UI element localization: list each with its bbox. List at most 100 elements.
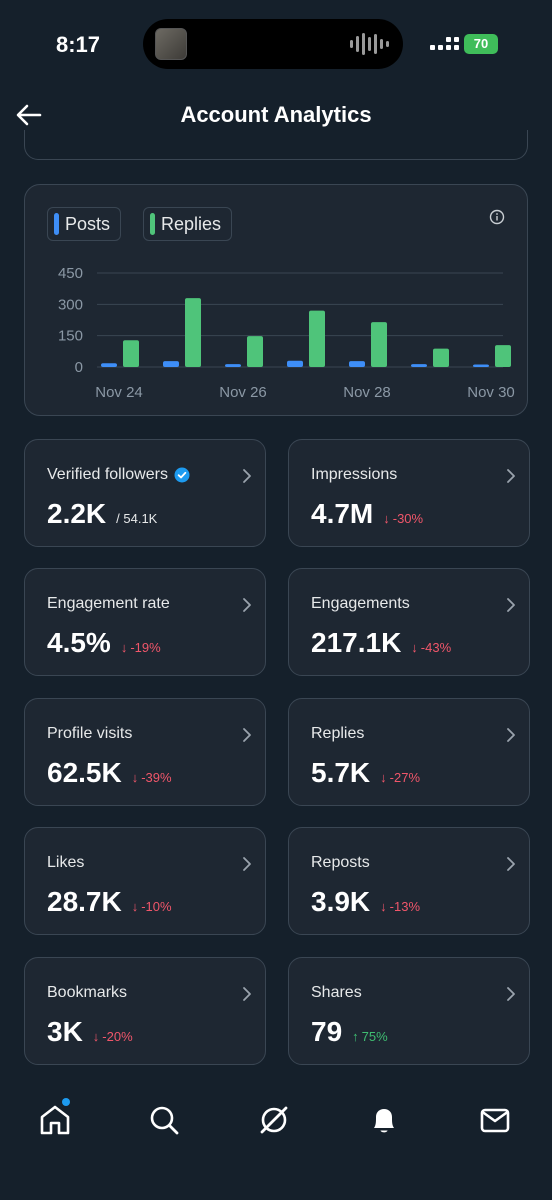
bar-replies-nov-30[interactable] xyxy=(495,345,511,367)
cellular-signal-icon xyxy=(430,37,459,50)
stat-value-row: 4.5% ↓ -19% xyxy=(47,627,161,659)
stat-delta-value: -10% xyxy=(141,899,172,914)
legend-posts[interactable]: Posts xyxy=(47,207,122,241)
info-icon[interactable] xyxy=(489,209,505,225)
stat-card-replies[interactable]: Replies 5.7K ↓ -27% xyxy=(288,698,530,806)
stat-label: Verified followers xyxy=(47,466,190,484)
stat-value: 3K xyxy=(47,1016,83,1047)
bar-posts-nov-30[interactable] xyxy=(473,364,489,367)
y-tick-label: 0 xyxy=(75,359,83,376)
page-title: Account Analytics xyxy=(180,102,372,127)
chart-legend: Posts Replies xyxy=(47,207,233,241)
bar-posts-nov-27[interactable] xyxy=(287,360,303,367)
x-tick-label: Nov 26 xyxy=(219,384,267,401)
stat-value-row: 3.9K ↓ -13% xyxy=(311,886,420,918)
activity-bar-chart: 450 300 150 0 Nov 24 Nov 26 Nov 28 Nov 30 xyxy=(58,265,515,401)
bar-replies-nov-26[interactable] xyxy=(247,336,263,367)
bar-replies-nov-24[interactable] xyxy=(123,340,139,367)
stat-card-impressions[interactable]: Impressions 4.7M ↓ -30% xyxy=(288,439,530,547)
stat-delta: ↓ -10% xyxy=(132,899,172,914)
bar-replies-nov-29[interactable] xyxy=(433,348,449,367)
stat-label-text: Likes xyxy=(47,854,85,871)
bar-posts-nov-29[interactable] xyxy=(411,364,427,367)
verified-badge-icon xyxy=(174,467,190,483)
stat-card-bookmarks[interactable]: Bookmarks 3K ↓ -20% xyxy=(24,957,266,1065)
stat-value: 3.9K xyxy=(311,886,371,917)
stat-card-shares[interactable]: Shares 79 ↑ 75% xyxy=(288,957,530,1065)
dynamic-island[interactable] xyxy=(143,19,403,69)
legend-replies-label: Replies xyxy=(161,213,222,234)
bar-replies-nov-27[interactable] xyxy=(309,310,325,367)
bar-posts-nov-25[interactable] xyxy=(163,361,179,367)
arrow-up-icon: ↑ xyxy=(352,1029,359,1044)
stat-card-verified-followers[interactable]: Verified followers 2.2K / 54.1K xyxy=(24,439,266,547)
stat-delta-value: -30% xyxy=(392,511,424,526)
stat-value: 79 xyxy=(311,1016,343,1047)
stat-card-likes[interactable]: Likes 28.7K ↓ -10% xyxy=(24,827,266,935)
stat-delta: ↓ -39% xyxy=(132,770,172,785)
stat-card-reposts[interactable]: Reposts 3.9K ↓ -13% xyxy=(288,827,530,935)
legend-replies[interactable]: Replies xyxy=(143,207,233,241)
stat-value: 4.7M xyxy=(311,498,374,529)
stat-label-text: Replies xyxy=(311,725,365,742)
search-icon[interactable] xyxy=(144,1100,184,1140)
legend-posts-swatch xyxy=(54,213,59,235)
bar-replies-nov-28[interactable] xyxy=(371,322,387,367)
stat-delta-value: -20% xyxy=(102,1029,133,1044)
legend-replies-swatch xyxy=(150,213,156,235)
stat-value: 2.2K xyxy=(47,498,107,529)
stat-card-engagements[interactable]: Engagements 217.1K ↓ -43% xyxy=(288,568,530,676)
battery-level: 70 xyxy=(473,36,489,51)
status-time: 8:17 xyxy=(56,32,101,57)
grok-icon[interactable] xyxy=(254,1100,294,1140)
header: Account Analytics xyxy=(0,90,552,148)
home-icon[interactable] xyxy=(35,1100,75,1140)
stat-delta: ↓ -43% xyxy=(411,640,451,655)
notifications-icon[interactable] xyxy=(364,1100,404,1140)
back-arrow-icon[interactable] xyxy=(14,100,44,130)
previous-card-edge xyxy=(24,130,528,160)
bar-replies-nov-25[interactable] xyxy=(185,298,201,367)
stat-delta: ↓ -30% xyxy=(383,511,423,526)
arrow-down-icon: ↓ xyxy=(411,640,418,655)
stat-value: 62.5K xyxy=(47,757,122,788)
stat-delta: ↓ -20% xyxy=(93,1029,133,1044)
audio-wave-icon xyxy=(350,32,389,56)
x-tick-label: Nov 28 xyxy=(343,384,391,401)
home-unread-dot-icon xyxy=(62,1098,70,1106)
stat-label-text: Bookmarks xyxy=(47,984,128,1001)
y-tick-label: 450 xyxy=(58,265,83,282)
now-playing-thumbnail xyxy=(155,28,187,60)
stat-card-engagement-rate[interactable]: Engagement rate 4.5% ↓ -19% xyxy=(24,568,266,676)
stat-label-text: Reposts xyxy=(311,854,370,871)
bar-posts-nov-28[interactable] xyxy=(349,361,365,367)
bar-posts-nov-26[interactable] xyxy=(225,364,241,367)
stat-delta-value: -19% xyxy=(130,640,161,655)
stat-label-text: Verified followers xyxy=(47,466,168,483)
bottom-tab-bar xyxy=(0,1080,552,1200)
arrow-down-icon: ↓ xyxy=(92,1029,100,1044)
stat-card-profile-visits[interactable]: Profile visits 62.5K ↓ -39% xyxy=(24,698,266,806)
stat-label: Bookmarks xyxy=(47,984,127,1002)
stat-value-row: 4.7M ↓ -30% xyxy=(311,498,423,530)
stat-value-row: 79 ↑ 75% xyxy=(311,1016,388,1048)
stat-label: Reposts xyxy=(311,854,370,872)
arrow-down-icon: ↓ xyxy=(380,770,387,785)
legend-posts-label: Posts xyxy=(65,213,111,234)
stat-delta-value: 75% xyxy=(361,1029,388,1044)
chevron-right-icon xyxy=(507,598,515,612)
arrow-down-icon: ↓ xyxy=(131,770,139,785)
stat-label: Replies xyxy=(311,725,364,743)
chevron-right-icon xyxy=(507,857,515,871)
stat-delta-value: -43% xyxy=(420,640,452,655)
stat-value: 4.5% xyxy=(47,627,111,658)
chevron-right-icon xyxy=(507,987,515,1001)
arrow-down-icon: ↓ xyxy=(383,511,390,526)
messages-icon[interactable] xyxy=(475,1100,515,1140)
bar-posts-nov-24[interactable] xyxy=(101,363,117,367)
stat-label: Engagements xyxy=(311,595,410,613)
stat-delta: ↓ -19% xyxy=(121,640,161,655)
stat-delta-value: -39% xyxy=(141,770,172,785)
chevron-right-icon xyxy=(243,728,251,742)
x-tick-label: Nov 30 xyxy=(467,384,515,401)
